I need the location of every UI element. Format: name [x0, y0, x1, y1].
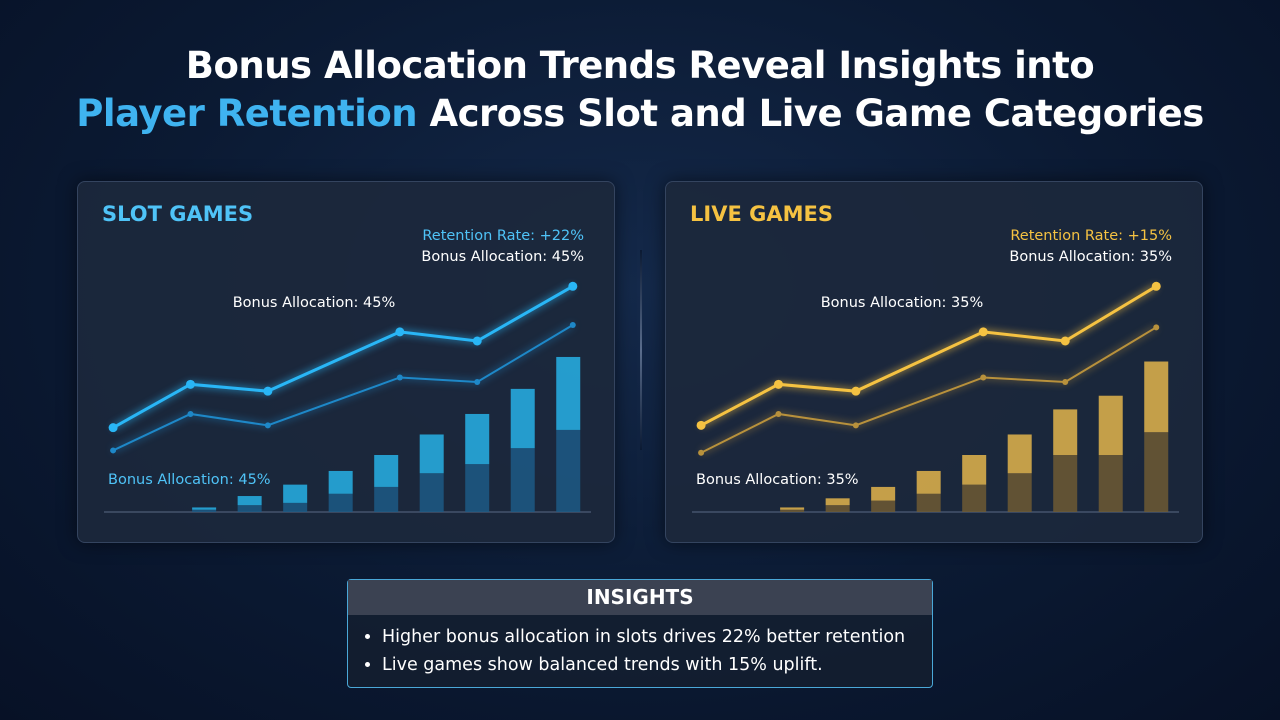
bar-segment — [825, 505, 850, 512]
point — [568, 281, 578, 291]
bar-segment — [1053, 455, 1078, 512]
annotation: Bonus Allocation: 45% — [233, 295, 396, 311]
bar-segment — [916, 493, 941, 512]
annotation: Bonus Allocation: 35% — [1009, 249, 1172, 265]
point — [851, 386, 861, 396]
bar-segment — [510, 448, 535, 512]
title-rest: Across Slot and Live Game Categories — [429, 92, 1204, 135]
bar-segment — [962, 455, 987, 485]
bar-segment — [374, 486, 399, 512]
point — [187, 410, 194, 417]
point — [1151, 281, 1161, 291]
bar-segment — [871, 486, 896, 501]
bar-segment — [192, 509, 217, 512]
point — [978, 327, 988, 337]
annotation: Bonus Allocation: 45% — [108, 472, 271, 488]
line — [112, 284, 574, 429]
title-highlight: Player Retention — [76, 92, 418, 135]
bar-segment — [328, 493, 353, 512]
bar-segment — [780, 507, 805, 510]
point — [1060, 336, 1070, 346]
bar-segment — [1098, 455, 1123, 512]
bar-segment — [465, 464, 490, 512]
bar-segment — [237, 505, 262, 512]
point — [1153, 324, 1160, 331]
annotation: Retention Rate: +15% — [1010, 228, 1172, 244]
point — [185, 379, 195, 389]
bar-segment — [780, 509, 805, 512]
bar-segment — [916, 470, 941, 494]
point — [852, 422, 859, 429]
line — [112, 324, 574, 452]
bar-segment — [419, 434, 444, 474]
bar-segment — [374, 455, 399, 487]
chart-panel: SLOT GAMES Retention Rate: +22% Bonus Allo… — [77, 181, 615, 543]
bar-segment — [556, 429, 581, 512]
bar-segment — [556, 356, 581, 430]
insights-list: Higher bonus allocation in slots drives … — [348, 623, 932, 679]
point — [396, 374, 403, 381]
point — [263, 386, 273, 396]
annotation: Bonus Allocation: 45% — [421, 249, 584, 265]
point — [395, 327, 405, 337]
bar-segment — [1007, 473, 1032, 512]
line — [700, 284, 1158, 427]
bar-segment — [962, 484, 987, 512]
bar-segment — [283, 484, 308, 503]
bar-segment — [192, 507, 217, 510]
bar-segment — [1007, 434, 1032, 474]
bar-segment — [1098, 395, 1123, 455]
title-line-2: Player Retention Across Slot and Live Ga… — [0, 92, 1280, 135]
panel-title: SLOT GAMES — [102, 202, 253, 226]
line — [700, 326, 1157, 454]
annotation: Bonus Allocation: 35% — [696, 472, 859, 488]
insights-title: INSIGHTS — [348, 580, 932, 615]
bar-segment — [1053, 409, 1078, 455]
insight-item: Higher bonus allocation in slots drives … — [382, 623, 932, 651]
point — [472, 336, 482, 346]
point — [775, 410, 782, 417]
bar-segment — [465, 413, 490, 465]
point — [773, 379, 783, 389]
point — [474, 379, 481, 386]
bar-segment — [825, 498, 850, 506]
bar-segment — [237, 496, 262, 506]
point — [110, 447, 117, 454]
point — [1062, 379, 1069, 386]
point — [108, 423, 118, 433]
bar-segment — [1144, 361, 1169, 433]
panel-title: LIVE GAMES — [690, 202, 833, 226]
title-line-1: Bonus Allocation Trends Reveal Insights … — [185, 44, 1095, 87]
bar-segment — [510, 388, 535, 449]
bar-segment — [871, 500, 896, 512]
annotation: Bonus Allocation: 35% — [821, 295, 984, 311]
chart: LIVE GAMES Retention Rate: +15% Bonus Allo… — [690, 202, 1179, 513]
insight-item: Live games show balanced trends with 15%… — [382, 651, 932, 679]
point — [696, 420, 706, 430]
bar-segment — [1144, 432, 1169, 512]
insights-box: INSIGHTS Higher bonus allocation in slot… — [347, 579, 933, 688]
point — [980, 374, 987, 381]
bar-segment — [283, 502, 308, 512]
bar-segment — [419, 473, 444, 512]
chart: SLOT GAMES Retention Rate: +22% Bonus Allo… — [102, 202, 591, 513]
bar-segment — [328, 470, 353, 494]
divider — [640, 250, 642, 450]
chart-panel: LIVE GAMES Retention Rate: +15% Bonus Allo… — [665, 181, 1203, 543]
point — [264, 422, 271, 429]
point — [569, 322, 576, 329]
point — [698, 449, 705, 456]
annotation: Retention Rate: +22% — [422, 228, 584, 244]
